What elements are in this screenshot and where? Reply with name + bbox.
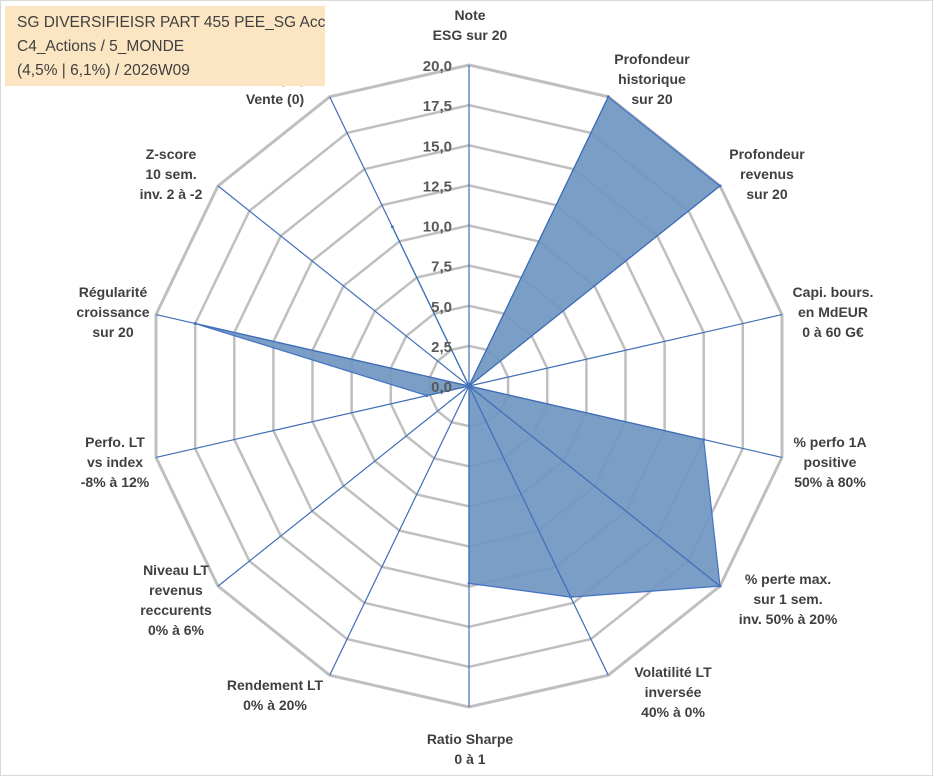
axis-label-line: 0% à 20% [243, 697, 307, 713]
axis-label-note-esg: Note ESG sur 20 [433, 7, 508, 43]
axis-label-line: Ratio Sharpe [427, 731, 514, 747]
axis-label-perte-max: % perte max. sur 1 sem. inv. 50% à 20% [739, 571, 838, 627]
axis-label-line: Capi. bours. [793, 284, 874, 300]
axis-label-line: sur 20 [746, 186, 787, 202]
axis-label-line: positive [804, 454, 857, 470]
axis-label-line: en MdEUR [798, 304, 868, 320]
axis-label-profondeur-revenus: Profondeur revenus sur 20 [729, 146, 805, 202]
axis-label-line: 0 à 1 [454, 751, 485, 767]
data-point-profondeur-revenus [718, 184, 722, 188]
spoke-momentum [329, 96, 470, 387]
axis-label-perfo-lt-index: Perfo. LT vs index -8% à 12% [81, 434, 150, 490]
axis-label-regularite-croissance: Régularité croissance sur 20 [76, 284, 149, 340]
tick-label-3: 7,5 [431, 259, 452, 276]
spoke-z-score [217, 185, 470, 387]
axis-label-perfo-1a: % perfo 1A positive 50% à 80% [793, 434, 866, 490]
axis-label-line: Niveau LT [143, 562, 209, 578]
fund-period: (4,5% | 6,1%) / 2026W09 [17, 62, 190, 79]
axis-label-capi-bours: Capi. bours. en MdEUR 0 à 60 G€ [793, 284, 874, 340]
axis-label-line: Note [454, 7, 485, 23]
axis-label-line: inv. 2 à -2 [140, 186, 203, 202]
axis-label-line: vs index [87, 454, 143, 470]
axis-label-line: 0 à 60 G€ [802, 324, 864, 340]
axis-label-line: Profondeur [729, 146, 805, 162]
axis-label-line: inversée [645, 684, 702, 700]
axis-label-line: Z-score [146, 146, 197, 162]
axis-label-line: % perte max. [745, 571, 831, 587]
spoke-rendement-lt [329, 385, 470, 676]
tick-label-0: 0,0 [431, 379, 452, 396]
data-point-regularite-croissance [193, 322, 197, 325]
axis-label-line: revenus [149, 582, 203, 598]
data-point-volatilite-lt [569, 595, 573, 599]
axis-label-niveau-lt-revenus: Niveau LT revenus reccurents 0% à 6% [140, 562, 212, 638]
axis-label-line: ESG sur 20 [433, 27, 508, 43]
axis-label-line: -8% à 12% [81, 474, 150, 490]
axis-label-line: sur 20 [631, 91, 672, 107]
data-point-ratio-sharpe [467, 581, 471, 585]
fund-title-box: SG DIVERSIFIEISR PART 455 PEE_SG Acc C4_… [5, 6, 325, 86]
tick-label-7: 17,5 [423, 98, 452, 115]
tick-label-8: 20,0 [423, 58, 452, 75]
spoke-perte-max [468, 385, 721, 587]
data-point-perfo-lt-index [425, 394, 429, 398]
spoke-niveau-lt-revenus [217, 385, 470, 587]
spoke-profondeur-historique [468, 96, 609, 387]
data-point-perte-max [718, 584, 722, 588]
fund-category: C4_Actions / 5_MONDE [17, 38, 185, 55]
axis-label-line: Volatilité LT [634, 664, 712, 680]
axis-label-line: 10 sem. [145, 166, 196, 182]
fund-name: SG DIVERSIFIEISR PART 455 PEE_SG Acc [17, 14, 326, 31]
axis-label-line: % perfo 1A [793, 434, 866, 450]
axis-label-line: inv. 50% à 20% [739, 611, 838, 627]
axis-label-line: historique [618, 71, 686, 87]
tick-label-4: 10,0 [423, 219, 452, 236]
axis-label-rendement-lt: Rendement LT 0% à 20% [227, 677, 324, 713]
spoke-perfo-1a [468, 385, 783, 458]
axis-label-line: Profondeur [614, 51, 690, 67]
axis-label-ratio-sharpe: Ratio Sharpe 0 à 1 [427, 731, 514, 767]
axis-label-line: 40% à 0% [641, 704, 705, 720]
spokes [155, 65, 783, 707]
data-point-perfo-1a [702, 438, 706, 442]
axis-label-volatilite-lt: Volatilité LT inversée 40% à 0% [634, 664, 712, 720]
axis-label-line: Vente (0) [246, 91, 304, 107]
spoke-regularite-croissance [155, 314, 470, 387]
spoke-perfo-lt-index [155, 385, 470, 458]
axis-label-line: Régularité [79, 284, 148, 300]
axis-label-line: 50% à 80% [794, 474, 866, 490]
axis-label-line: reccurents [140, 602, 212, 618]
axis-label-z-score: Z-score 10 sem. inv. 2 à -2 [140, 146, 203, 202]
axis-label-line: revenus [740, 166, 794, 182]
tick-label-5: 12,5 [423, 178, 452, 195]
axis-label-line: sur 1 sem. [753, 591, 822, 607]
axis-label-line: sur 20 [92, 324, 133, 340]
spoke-profondeur-revenus [468, 185, 721, 387]
axis-label-line: Perfo. LT [85, 434, 145, 450]
data-point-momentum [390, 225, 394, 229]
data-point-profondeur-historique [606, 95, 610, 99]
axis-label-line: Rendement LT [227, 677, 324, 693]
tick-label-2: 5,0 [431, 299, 452, 316]
data-point-z-score [467, 384, 471, 388]
tick-label-6: 15,0 [423, 138, 452, 155]
tick-label-1: 2,5 [431, 339, 452, 356]
axis-label-line: croissance [76, 304, 149, 320]
axis-label-line: 0% à 6% [148, 622, 205, 638]
spoke-volatilite-lt [468, 385, 609, 676]
spoke-capi-bours [468, 314, 783, 387]
axis-label-profondeur-historique: Profondeur historique sur 20 [614, 51, 690, 107]
